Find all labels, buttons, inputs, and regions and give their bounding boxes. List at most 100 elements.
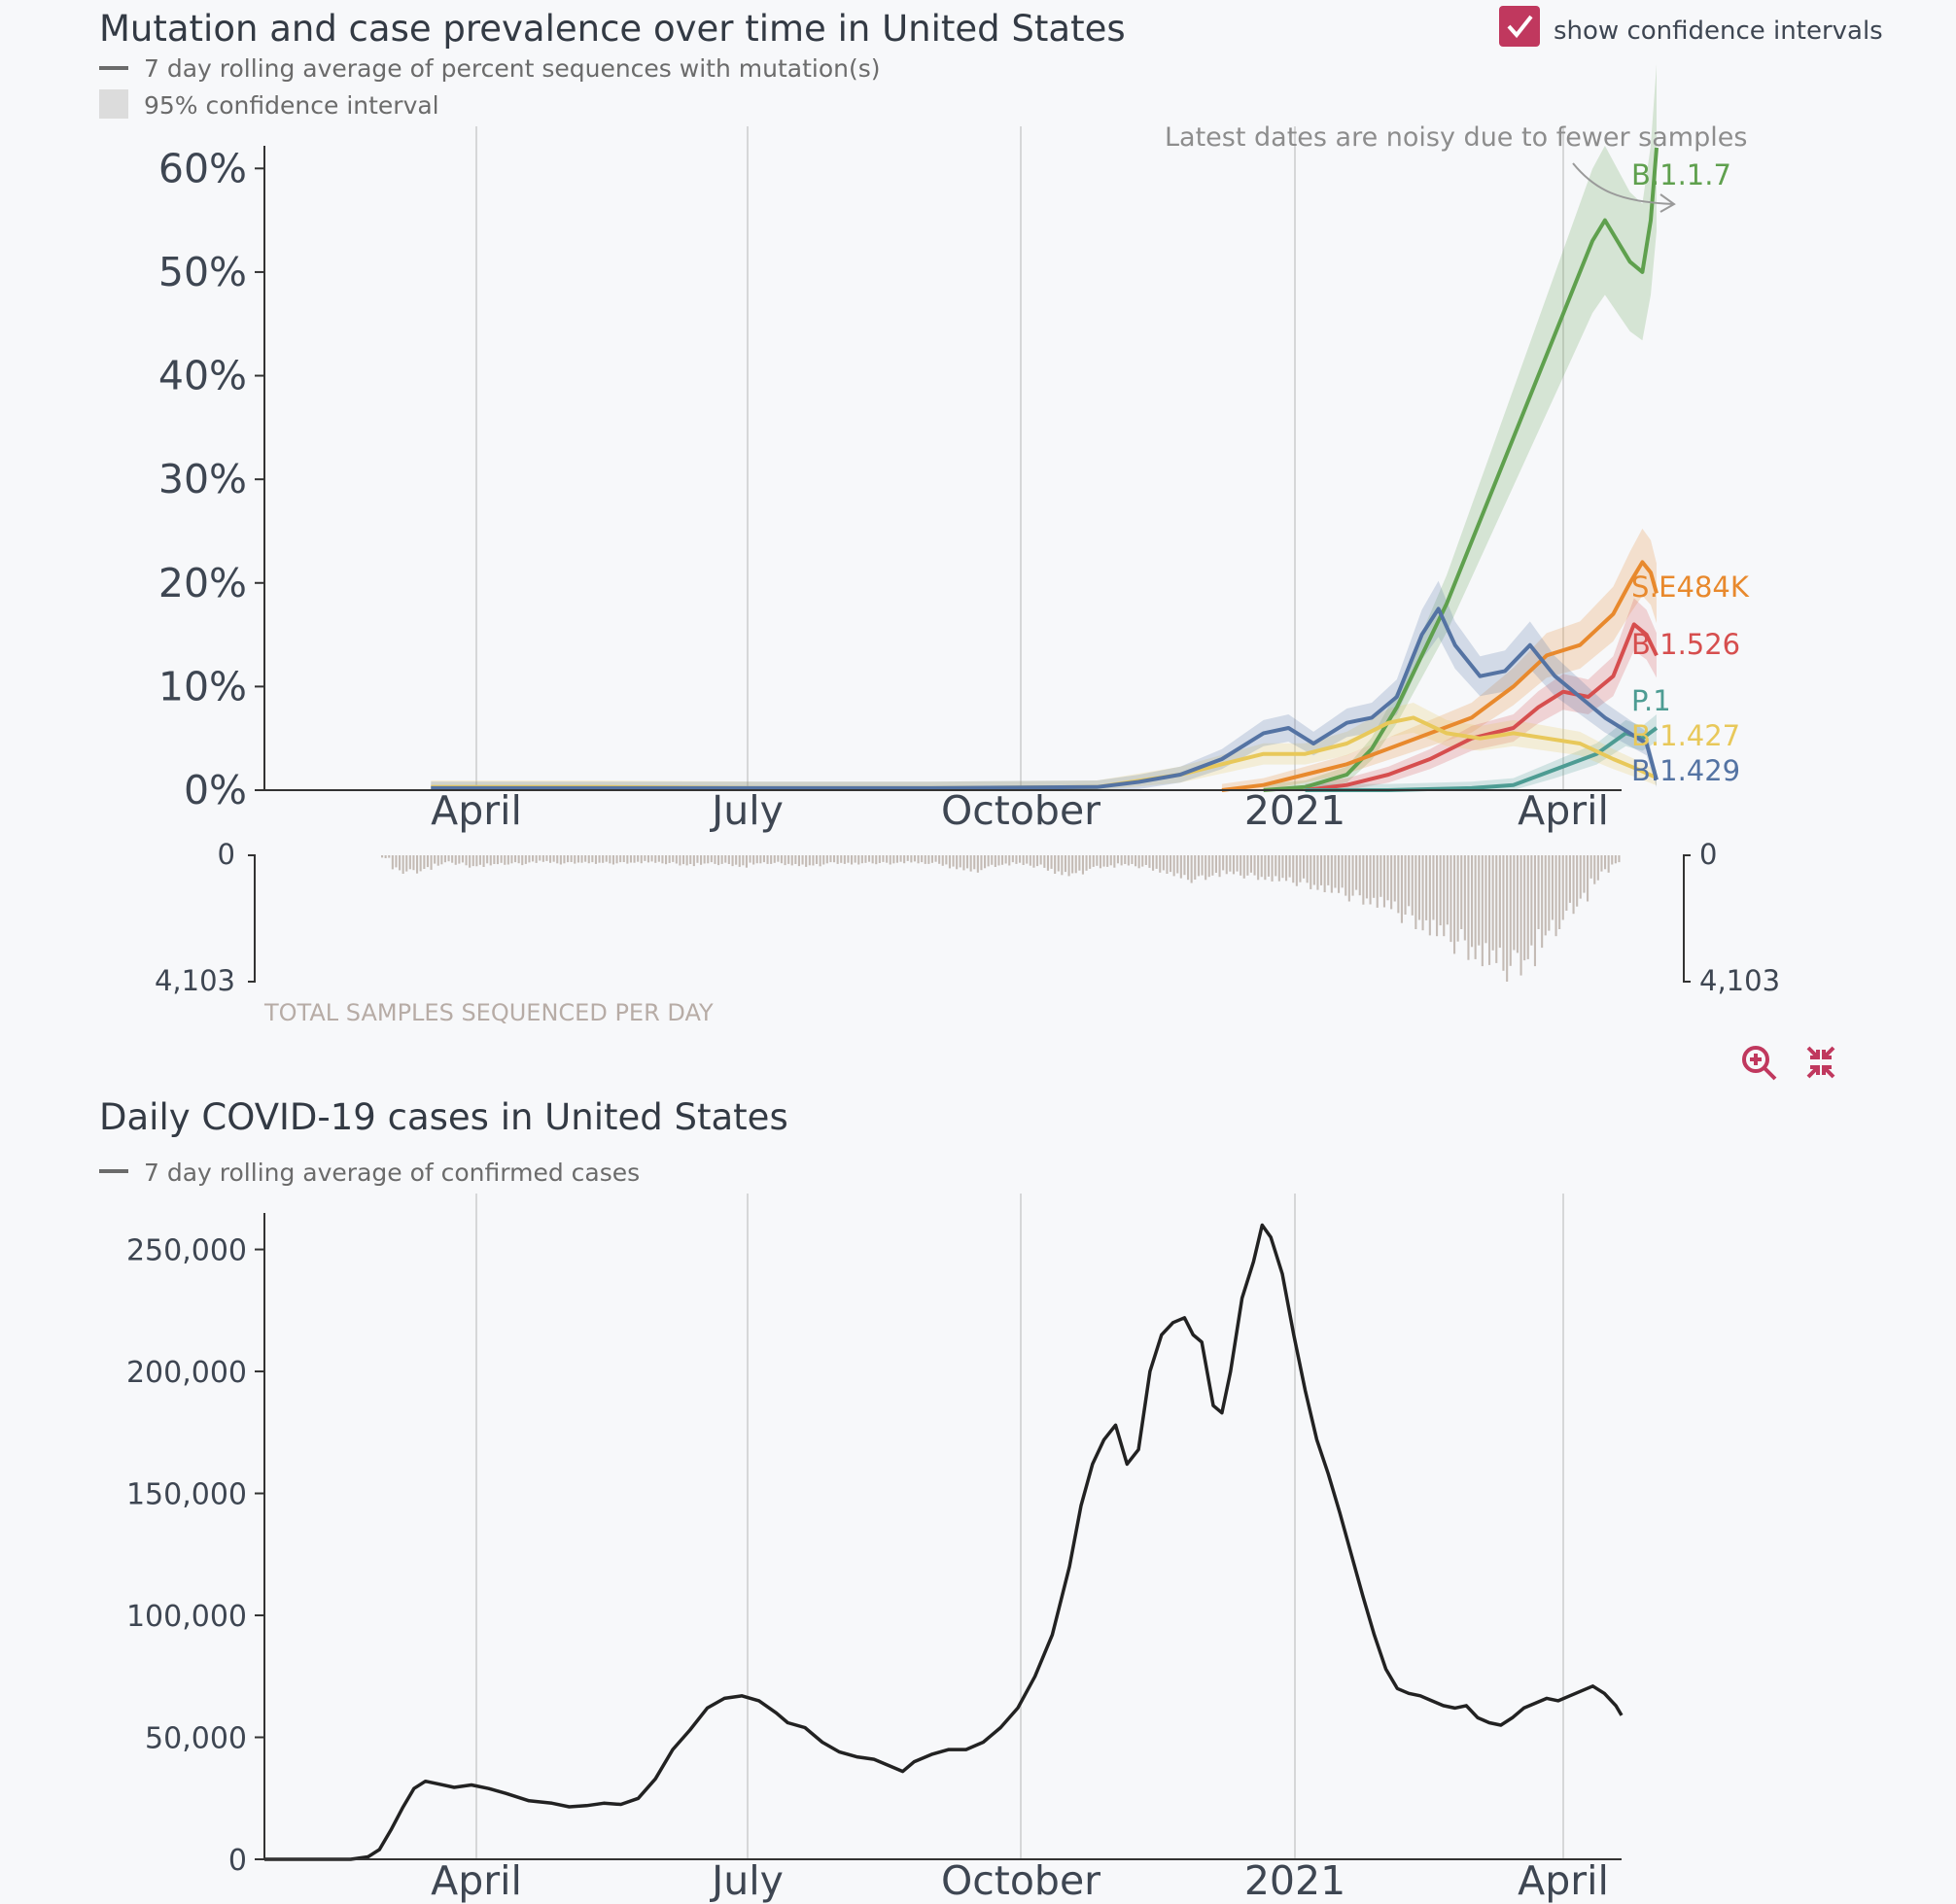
prevalence-x-tick-0: April [431,787,522,834]
sample-bar [451,855,454,863]
sample-bar [539,855,541,861]
sample-bar [860,855,863,864]
sample-bar [689,855,692,864]
sample-bar [1137,855,1140,869]
sample-bar [1417,855,1420,920]
sample-bar [447,855,450,862]
sample-bar [644,855,646,861]
confidence-interval-checkbox[interactable]: show confidence intervals [1499,6,1883,47]
sample-bar [402,855,404,874]
sample-bar [416,855,419,874]
sample-bar [868,855,871,862]
zoom-in-icon[interactable] [1742,1046,1777,1081]
sample-bar [755,855,758,864]
sample-bar [443,855,446,863]
sample-bar [1172,855,1175,877]
sample-bar [1484,855,1487,944]
sample-bar [889,855,891,865]
sample-bar [1502,855,1505,971]
sample-bar [1320,855,1323,885]
sample-bar [1415,855,1417,929]
sample-bar [1249,855,1252,873]
sample-bar [1509,855,1512,966]
sample-bar [871,855,874,864]
sample-bar [657,855,660,862]
sample-bar [903,855,906,864]
sample-bar [962,855,965,871]
sample-bar [1187,855,1190,881]
sample-bar [1568,855,1571,903]
sample-bar [1207,855,1210,878]
prevalence-lines [431,147,1659,792]
sample-bar [1537,855,1540,929]
sample-bar [1341,855,1344,888]
series-label-b-1-526: B.1.526 [1631,628,1740,661]
sample-bar [584,855,587,862]
sample-bar [938,855,941,864]
sample-bar [854,855,856,863]
sample-bar [952,855,955,867]
sample-bar [1436,855,1439,937]
sample-bar [1530,855,1533,946]
sample-bar [440,855,443,865]
sample-bar [672,855,675,862]
sample-bar [419,855,422,872]
sample-bar [1096,855,1099,866]
sample-bar [819,855,821,867]
sample-bar [1516,855,1519,953]
sample-bar [1607,855,1610,873]
cases-lines [264,1223,1624,1861]
sample-bar [1281,855,1284,879]
sample-bar [976,855,979,873]
collapse-icon[interactable] [1806,1046,1835,1079]
sample-bar [434,855,437,864]
sample-bar [1386,855,1389,901]
sample-bar [766,855,769,864]
sample-bar [1362,855,1365,905]
sample-bar [591,855,594,863]
sample-bar [1397,855,1400,914]
sample-bar [1310,855,1312,889]
sample-bar [1463,855,1466,941]
ci-band-b-1-526 [1305,598,1657,790]
sample-bar [535,855,538,863]
sample-bar [1054,855,1057,874]
sample-bar [1071,855,1074,874]
sample-bar [640,855,643,864]
prevalence-y-tick-1: 10% [158,663,247,710]
sample-bar [745,855,748,868]
sample-bar [717,855,720,866]
sample-bar [1425,855,1428,920]
sample-bar [1358,855,1361,896]
sample-bar [469,855,472,868]
sample-bar [1011,855,1014,863]
samples-axis-zero-right: 0 [1699,838,1717,871]
sample-bar [1600,855,1603,872]
ci-band-b-1-429 [431,580,1657,790]
sample-bar [1345,855,1347,896]
sample-bar [1159,855,1162,873]
sample-bar [423,855,426,869]
sample-bar [1561,855,1564,920]
sample-bar [619,855,622,863]
cases-y-tick-4: 200,000 [126,1356,247,1390]
sample-bar [1338,855,1341,893]
cases-legend-rolling-average: 7 day rolling average of confirmed cases [144,1159,640,1187]
sample-bar [391,855,394,870]
sample-bar [696,855,699,863]
legend-rolling-average: 7 day rolling average of percent sequenc… [144,54,881,83]
sample-bar [609,855,611,864]
sample-bar [1443,855,1446,937]
sample-bar [637,855,640,862]
sample-bar [611,855,614,865]
sample-bar [927,855,930,864]
sample-bar [882,855,885,862]
prevalence-axes: April July October 2021 April 0% 10% 20% 30% 40% 5… [158,145,1622,834]
sample-bar [1334,855,1337,888]
checkbox-box[interactable] [1499,6,1540,47]
sample-bar [1022,855,1025,865]
prevalence-gridlines [475,126,1564,790]
sample-bar [794,855,797,864]
sample-bar [710,855,713,863]
sample-bar [1312,855,1315,885]
